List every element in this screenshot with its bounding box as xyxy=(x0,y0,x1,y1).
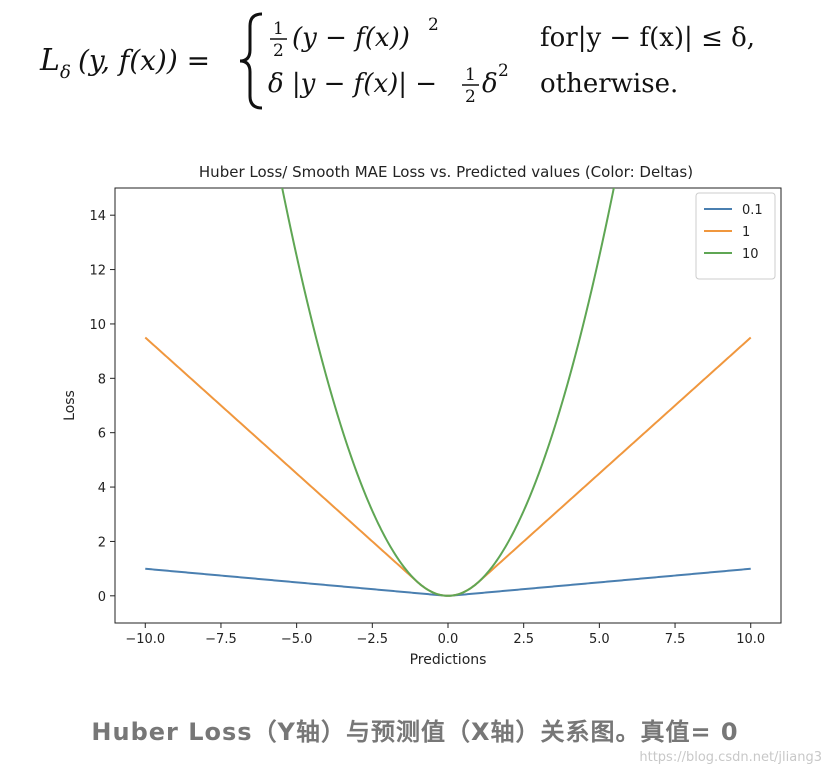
y-axis-ticks: 0 2 4 6 8 10 12 14 xyxy=(89,209,115,605)
legend-label: 0.1 xyxy=(742,203,763,218)
huber-loss-formula: L δ (y, f(x)) = 1 2 (y − f(x)) 2 for|y −… xyxy=(39,12,755,110)
y-tick-label: 14 xyxy=(89,209,106,224)
formula-lhs-subscript: δ xyxy=(60,62,71,83)
y-tick-label: 6 xyxy=(98,427,106,442)
x-tick-label: −5.0 xyxy=(281,632,313,647)
y-tick-label: 0 xyxy=(98,590,106,605)
case1-condition: for|y − f(x)| ≤ δ, xyxy=(540,23,755,53)
x-tick-label: −10.0 xyxy=(125,632,165,647)
plot-area xyxy=(114,187,782,624)
case2-condition: otherwise. xyxy=(540,69,678,99)
x-tick-label: 5.0 xyxy=(589,632,610,647)
case2-frac-num: 1 xyxy=(465,65,476,85)
y-tick-label: 4 xyxy=(98,481,106,496)
formula-lhs-args: (y, f(x)) = xyxy=(78,44,210,77)
x-tick-label: 0.0 xyxy=(438,632,459,647)
figure-caption: Huber Loss（Y轴）与预测值（X轴）关系图。真值= 0 xyxy=(91,718,739,746)
series-line-0-1 xyxy=(145,567,751,597)
case1-frac-num: 1 xyxy=(273,19,284,39)
y-tick-label: 10 xyxy=(89,318,106,333)
x-tick-label: 2.5 xyxy=(513,632,534,647)
series-lines xyxy=(144,188,752,597)
x-tick-label: 10.0 xyxy=(736,632,765,647)
case2-exponent: 2 xyxy=(498,61,509,81)
series-line-10 xyxy=(281,188,615,597)
case1-frac-den: 2 xyxy=(273,41,284,61)
y-tick-label: 12 xyxy=(89,264,106,279)
y-tick-label: 8 xyxy=(98,372,106,387)
huber-loss-chart: Huber Loss/ Smooth MAE Loss vs. Predicte… xyxy=(62,163,782,668)
case2-delta: δ xyxy=(482,69,498,99)
case1-exponent: 2 xyxy=(428,15,439,35)
y-tick-label: 2 xyxy=(98,535,106,550)
case1-expression: (y − f(x)) xyxy=(292,23,410,53)
legend: 0.1 1 10 xyxy=(695,192,776,280)
legend-label: 10 xyxy=(742,247,759,262)
case2-expression: δ |y − f(x)| − xyxy=(268,69,437,99)
series-line-1 xyxy=(144,336,752,597)
legend-box xyxy=(695,192,776,280)
y-axis-label: Loss xyxy=(62,390,78,421)
legend-label: 1 xyxy=(742,225,750,240)
formula-lhs: L xyxy=(39,43,60,78)
x-axis-ticks: −10.0 −7.5 −5.0 −2.5 0.0 2.5 5.0 7.5 10.0 xyxy=(125,623,765,647)
watermark: https://blog.csdn.net/jliang3 xyxy=(639,750,822,765)
chart-title: Huber Loss/ Smooth MAE Loss vs. Predicte… xyxy=(199,163,693,181)
x-tick-label: 7.5 xyxy=(665,632,686,647)
x-tick-label: −2.5 xyxy=(357,632,389,647)
x-axis-label: Predictions xyxy=(410,652,487,668)
case2-frac-den: 2 xyxy=(465,87,476,107)
formula-brace xyxy=(239,12,263,110)
x-tick-label: −7.5 xyxy=(205,632,237,647)
